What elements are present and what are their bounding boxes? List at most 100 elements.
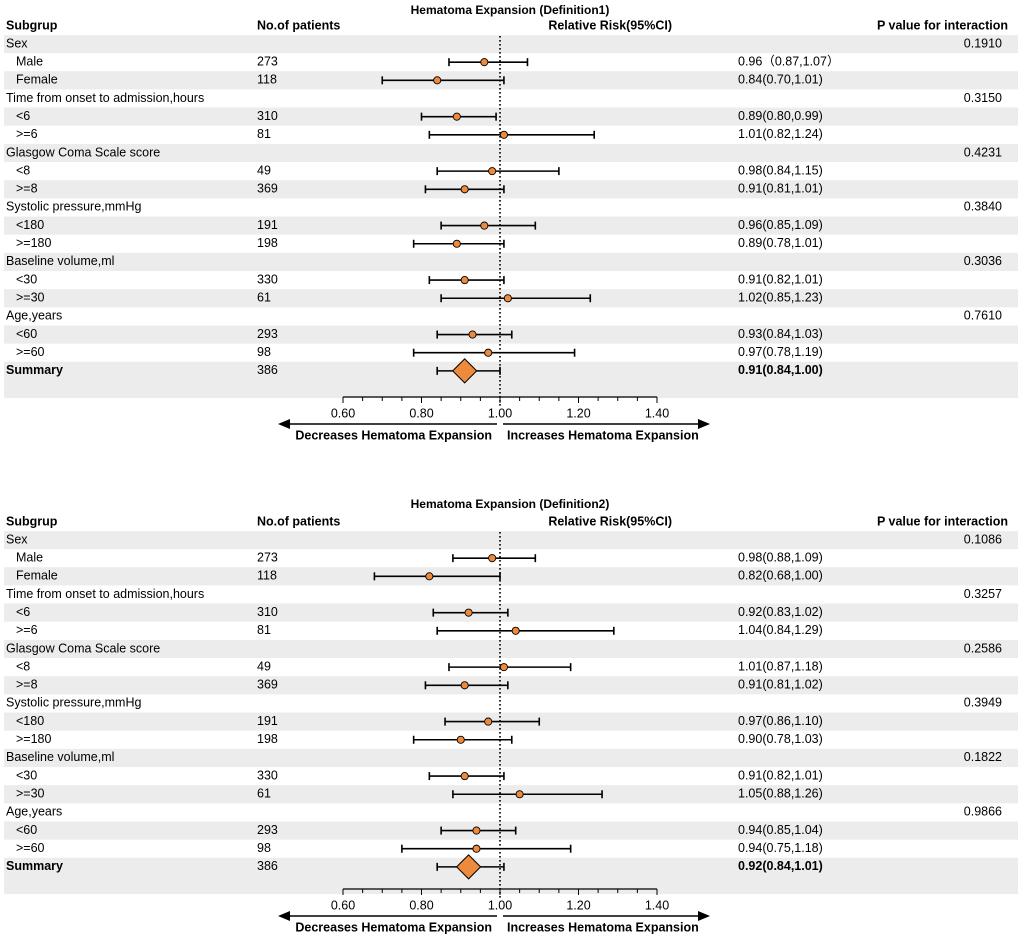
ci-label: 0.90(0.78,1.03) bbox=[738, 732, 823, 746]
patient-count: 191 bbox=[257, 218, 278, 232]
row-band bbox=[4, 34, 1018, 54]
subgroup-label: >=6 bbox=[16, 127, 38, 141]
patient-count: 81 bbox=[257, 623, 271, 637]
patient-count: 293 bbox=[257, 327, 278, 341]
header-p-value: P value for interaction bbox=[877, 514, 1008, 528]
legend-decreases: Decreases Hematoma Expansion bbox=[295, 428, 492, 442]
group-label: Time from onset to admission,hours bbox=[6, 587, 204, 601]
estimate-point bbox=[433, 76, 442, 85]
subgroup-label: <6 bbox=[16, 109, 30, 123]
row-band bbox=[4, 252, 1018, 271]
patient-count: 273 bbox=[257, 54, 278, 68]
row-band bbox=[4, 379, 1018, 399]
p-value: 0.1086 bbox=[964, 532, 1002, 546]
x-tick-label: 1.40 bbox=[645, 406, 669, 420]
estimate-point bbox=[488, 554, 497, 563]
subgroup-label: <180 bbox=[16, 218, 44, 232]
x-tick-label: 0.80 bbox=[409, 406, 433, 420]
row-band bbox=[4, 875, 1018, 895]
subgroup-label: <60 bbox=[16, 327, 37, 341]
estimate-point bbox=[472, 844, 481, 853]
group-label: Sex bbox=[6, 532, 28, 546]
arrow-left-head bbox=[278, 911, 290, 921]
patient-count: 61 bbox=[257, 291, 271, 305]
patient-count: 198 bbox=[257, 732, 278, 746]
x-tick-label: 1.20 bbox=[566, 406, 590, 420]
legend-increases: Increases Hematoma Expansion bbox=[507, 920, 699, 934]
p-value: 0.3840 bbox=[964, 200, 1002, 214]
patient-count: 118 bbox=[257, 569, 277, 583]
p-value: 0.3036 bbox=[964, 254, 1002, 268]
row-band bbox=[4, 180, 1018, 199]
summary-diamond bbox=[451, 358, 478, 384]
group-label: Systolic pressure,mmHg bbox=[6, 696, 141, 710]
x-tick-label: 1.00 bbox=[488, 898, 512, 912]
estimate-point bbox=[499, 130, 508, 139]
x-tick-label: 0.60 bbox=[331, 406, 355, 420]
ci-label: 0.91(0.81,1.01) bbox=[738, 182, 823, 196]
group-label: Baseline volume,ml bbox=[6, 750, 114, 764]
ci-label: 0.93(0.84,1.03) bbox=[738, 327, 823, 341]
subgroup-label: <30 bbox=[16, 272, 37, 286]
patient-count: 98 bbox=[257, 841, 271, 855]
estimate-point bbox=[452, 239, 461, 248]
header-patients: No.of patients bbox=[257, 514, 340, 528]
patient-count: 310 bbox=[257, 109, 278, 123]
estimate-point bbox=[480, 221, 489, 230]
group-label: Age,years bbox=[6, 805, 62, 819]
subgroup-label: >=180 bbox=[16, 732, 52, 746]
patient-count: 191 bbox=[257, 714, 278, 728]
group-label: Baseline volume,ml bbox=[6, 254, 114, 268]
row-band bbox=[4, 603, 1018, 622]
row-band bbox=[4, 748, 1018, 767]
estimate-point bbox=[484, 717, 493, 726]
group-label: Time from onset to admission,hours bbox=[6, 91, 204, 105]
ci-label: 0.91(0.81,1.02) bbox=[738, 678, 823, 692]
ci-label: 0.97(0.78,1.19) bbox=[738, 345, 823, 359]
ci-label: 0.92(0.83,1.02) bbox=[738, 605, 823, 619]
header-band bbox=[4, 16, 1018, 36]
ci-label: 0.98(0.84,1.15) bbox=[738, 163, 823, 177]
estimate-point bbox=[452, 112, 461, 121]
row-band bbox=[4, 676, 1018, 695]
p-value: 0.4231 bbox=[964, 145, 1002, 159]
chart-title: Hematoma Expansion (Definition2) bbox=[411, 497, 610, 511]
row-band bbox=[4, 567, 1018, 586]
legend-decreases: Decreases Hematoma Expansion bbox=[295, 920, 492, 934]
header-subgroup: Subgrup bbox=[6, 18, 58, 32]
patient-count: 198 bbox=[257, 236, 278, 250]
row-band bbox=[4, 639, 1018, 659]
subgroup-label: <60 bbox=[16, 823, 37, 837]
patient-count: 369 bbox=[257, 678, 278, 692]
p-value: 0.7610 bbox=[964, 309, 1002, 323]
ci-label: 0.91(0.82,1.01) bbox=[738, 272, 823, 286]
p-value: 0.9866 bbox=[964, 805, 1002, 819]
ci-label: 1.02(0.85,1.23) bbox=[738, 291, 823, 305]
subgroup-label: >=8 bbox=[16, 678, 38, 692]
p-value: 0.1822 bbox=[964, 750, 1002, 764]
patient-count: 273 bbox=[257, 550, 278, 564]
arrow-left-head bbox=[278, 419, 290, 429]
subgroup-label: Female bbox=[16, 569, 58, 583]
ci-label: 0.98(0.88,1.09) bbox=[738, 550, 823, 564]
estimate-point bbox=[480, 58, 489, 67]
ci-label: 0.92(0.84,1.01) bbox=[738, 859, 823, 873]
summary-diamond bbox=[455, 854, 482, 880]
patient-count: 118 bbox=[257, 73, 277, 87]
patient-count: 61 bbox=[257, 787, 271, 801]
subgroup-label: >=6 bbox=[16, 623, 38, 637]
ci-label: 1.01(0.87,1.18) bbox=[738, 659, 823, 673]
patient-count: 330 bbox=[257, 768, 278, 782]
ci-label: 1.05(0.88,1.26) bbox=[738, 787, 823, 801]
header-relative-risk: Relative Risk(95%CI) bbox=[548, 514, 672, 528]
header-p-value: P value for interaction bbox=[877, 18, 1008, 32]
estimate-point bbox=[515, 790, 524, 799]
subgroup-label: <8 bbox=[16, 659, 30, 673]
patient-count: 49 bbox=[257, 659, 271, 673]
ci-label: 0.97(0.86,1.10) bbox=[738, 714, 823, 728]
p-value: 0.2586 bbox=[964, 641, 1002, 655]
chart-title: Hematoma Expansion (Definition1) bbox=[411, 3, 610, 17]
patient-count: 386 bbox=[257, 859, 278, 873]
ci-label: 1.04(0.84,1.29) bbox=[738, 623, 823, 637]
